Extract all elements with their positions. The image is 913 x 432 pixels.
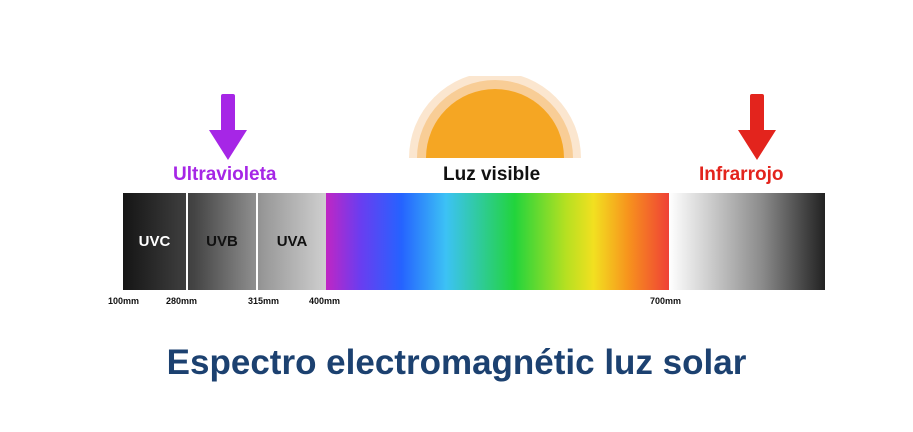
ultraviolet-label: Ultravioleta <box>173 164 277 185</box>
band-uva-label: UVA <box>276 233 308 250</box>
tick-label: 100mm <box>108 296 140 306</box>
sun-icon <box>409 76 581 158</box>
uvc-uvb-divider <box>186 193 188 290</box>
band-uvb-label: UVB <box>206 233 238 250</box>
tick-label: 315mm <box>248 296 280 306</box>
visible-spectrum-band <box>326 193 669 290</box>
visible-light-label: Luz visible <box>443 164 541 185</box>
band-uvc-label: UVC <box>138 233 171 250</box>
infrared-arrow-icon <box>738 94 776 160</box>
ultraviolet-arrow-icon <box>209 94 247 160</box>
infrared-label: Infrarrojo <box>699 164 784 185</box>
infrared-band <box>669 193 825 290</box>
tick-label: 400mm <box>309 296 341 306</box>
ultraviolet-band <box>123 193 326 290</box>
tick-label: 280mm <box>166 296 198 306</box>
tick-label: 700mm <box>650 296 682 306</box>
uvb-uva-divider <box>256 193 258 290</box>
page-title: Espectro electromagnétic luz solar <box>166 343 747 382</box>
